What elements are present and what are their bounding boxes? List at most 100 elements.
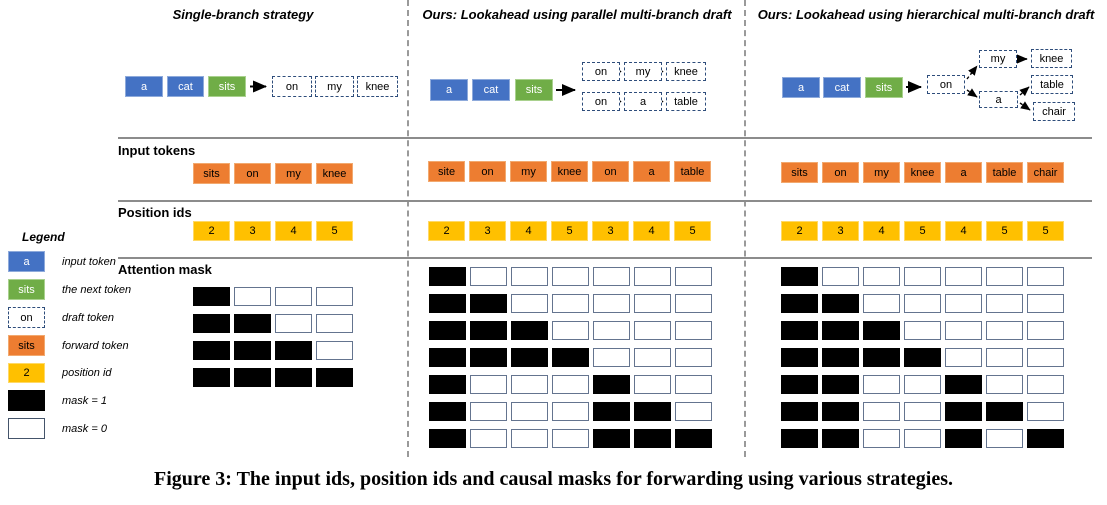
- section-divider: [118, 257, 1092, 259]
- forward-token: table: [674, 161, 711, 182]
- mask-cell-0: [986, 267, 1023, 286]
- mask-cell-1: [1027, 429, 1064, 448]
- position-id-token: 4: [275, 221, 312, 241]
- mask-cell-0: [904, 267, 941, 286]
- mask-cell-0: [275, 314, 312, 333]
- forward-token: knee: [316, 163, 353, 184]
- legend-swatch-next-token: sits: [8, 279, 45, 300]
- draft-token-box: a: [624, 92, 662, 111]
- mask-cell-1: [675, 429, 712, 448]
- mask-cell-0: [234, 287, 271, 306]
- mask-cell-1: [822, 429, 859, 448]
- draft-token-box: table: [666, 92, 706, 111]
- mask-cell-0: [1027, 348, 1064, 367]
- forward-token: on: [234, 163, 271, 184]
- forward-token: my: [510, 161, 547, 182]
- legend-swatch-mask-1: [8, 390, 45, 411]
- input-token-box: cat: [472, 79, 510, 101]
- mask-cell-0: [863, 429, 900, 448]
- forward-token: knee: [904, 162, 941, 183]
- legend-item: 2 position id: [8, 363, 131, 383]
- mask-cell-0: [863, 375, 900, 394]
- draft-token-box: knee: [666, 62, 706, 81]
- column-title-hierarchical: Ours: Lookahead using hierarchical multi…: [757, 7, 1095, 22]
- mask-cell-0: [511, 375, 548, 394]
- draft-token-box: my: [315, 76, 354, 97]
- mask-cell-0: [904, 429, 941, 448]
- legend-item-label: forward token: [62, 339, 129, 352]
- forward-token: a: [945, 162, 982, 183]
- forward-token: chair: [1027, 162, 1064, 183]
- mask-cell-1: [275, 341, 312, 360]
- mask-row: [429, 402, 712, 421]
- input-tokens-row: sits on my knee: [193, 163, 353, 184]
- mask-row: [429, 429, 712, 448]
- arrow-line-dashed: [1019, 86, 1030, 97]
- attention-mask-grid: [781, 267, 1064, 448]
- mask-cell-0: [593, 348, 630, 367]
- mask-cell-1: [781, 267, 818, 286]
- position-id-token: 2: [428, 221, 465, 241]
- mask-cell-0: [904, 294, 941, 313]
- input-tokens-label: Input tokens: [118, 143, 196, 158]
- mask-cell-0: [945, 321, 982, 340]
- forward-token: my: [863, 162, 900, 183]
- draft-token-box: on: [272, 76, 312, 97]
- mask-row: [781, 375, 1064, 394]
- mask-cell-0: [986, 375, 1023, 394]
- draft-token-box: on: [582, 62, 620, 81]
- position-ids-label: Position ids: [118, 205, 192, 220]
- mask-cell-1: [986, 402, 1023, 421]
- mask-cell-0: [863, 402, 900, 421]
- mask-cell-0: [552, 429, 589, 448]
- mask-cell-1: [552, 348, 589, 367]
- forward-token: a: [633, 161, 670, 182]
- position-id-token: 5: [551, 221, 588, 241]
- mask-cell-0: [945, 267, 982, 286]
- mask-cell-1: [429, 348, 466, 367]
- mask-cell-0: [863, 267, 900, 286]
- forward-token: on: [469, 161, 506, 182]
- mask-cell-1: [822, 375, 859, 394]
- mask-cell-1: [822, 348, 859, 367]
- mask-cell-0: [552, 294, 589, 313]
- mask-cell-0: [470, 267, 507, 286]
- mask-cell-1: [470, 348, 507, 367]
- attention-mask-label: Attention mask: [118, 262, 212, 277]
- draft-token-box: knee: [357, 76, 398, 97]
- mask-cell-1: [429, 375, 466, 394]
- mask-cell-1: [429, 267, 466, 286]
- mask-cell-0: [316, 314, 353, 333]
- draft-token-box: on: [927, 75, 965, 94]
- mask-row: [193, 368, 353, 387]
- mask-cell-1: [863, 348, 900, 367]
- mask-cell-0: [511, 267, 548, 286]
- mask-cell-1: [193, 368, 230, 387]
- legend-swatch-forward-token: sits: [8, 335, 45, 356]
- mask-cell-1: [634, 402, 671, 421]
- mask-cell-1: [234, 341, 271, 360]
- legend-title: Legend: [22, 230, 65, 244]
- draft-token-box: chair: [1033, 102, 1075, 121]
- mask-row: [781, 321, 1064, 340]
- mask-cell-0: [511, 294, 548, 313]
- legend-item-label: the next token: [62, 283, 132, 296]
- position-id-token: 3: [234, 221, 271, 241]
- mask-cell-0: [552, 321, 589, 340]
- mask-cell-0: [904, 375, 941, 394]
- figure-caption: Figure 3: The input ids, position ids an…: [153, 468, 953, 490]
- mask-cell-1: [945, 429, 982, 448]
- position-id-token: 5: [316, 221, 353, 241]
- legend-item-label: input token: [62, 255, 116, 268]
- mask-cell-1: [470, 321, 507, 340]
- position-id-token: 5: [986, 221, 1023, 241]
- legend: a input token sits the next token on dra…: [8, 251, 131, 439]
- position-id-token: 3: [822, 221, 859, 241]
- input-token-box: a: [430, 79, 468, 101]
- arrow-line-dashed: [1019, 101, 1031, 111]
- position-id-token: 2: [193, 221, 230, 241]
- mask-cell-1: [781, 429, 818, 448]
